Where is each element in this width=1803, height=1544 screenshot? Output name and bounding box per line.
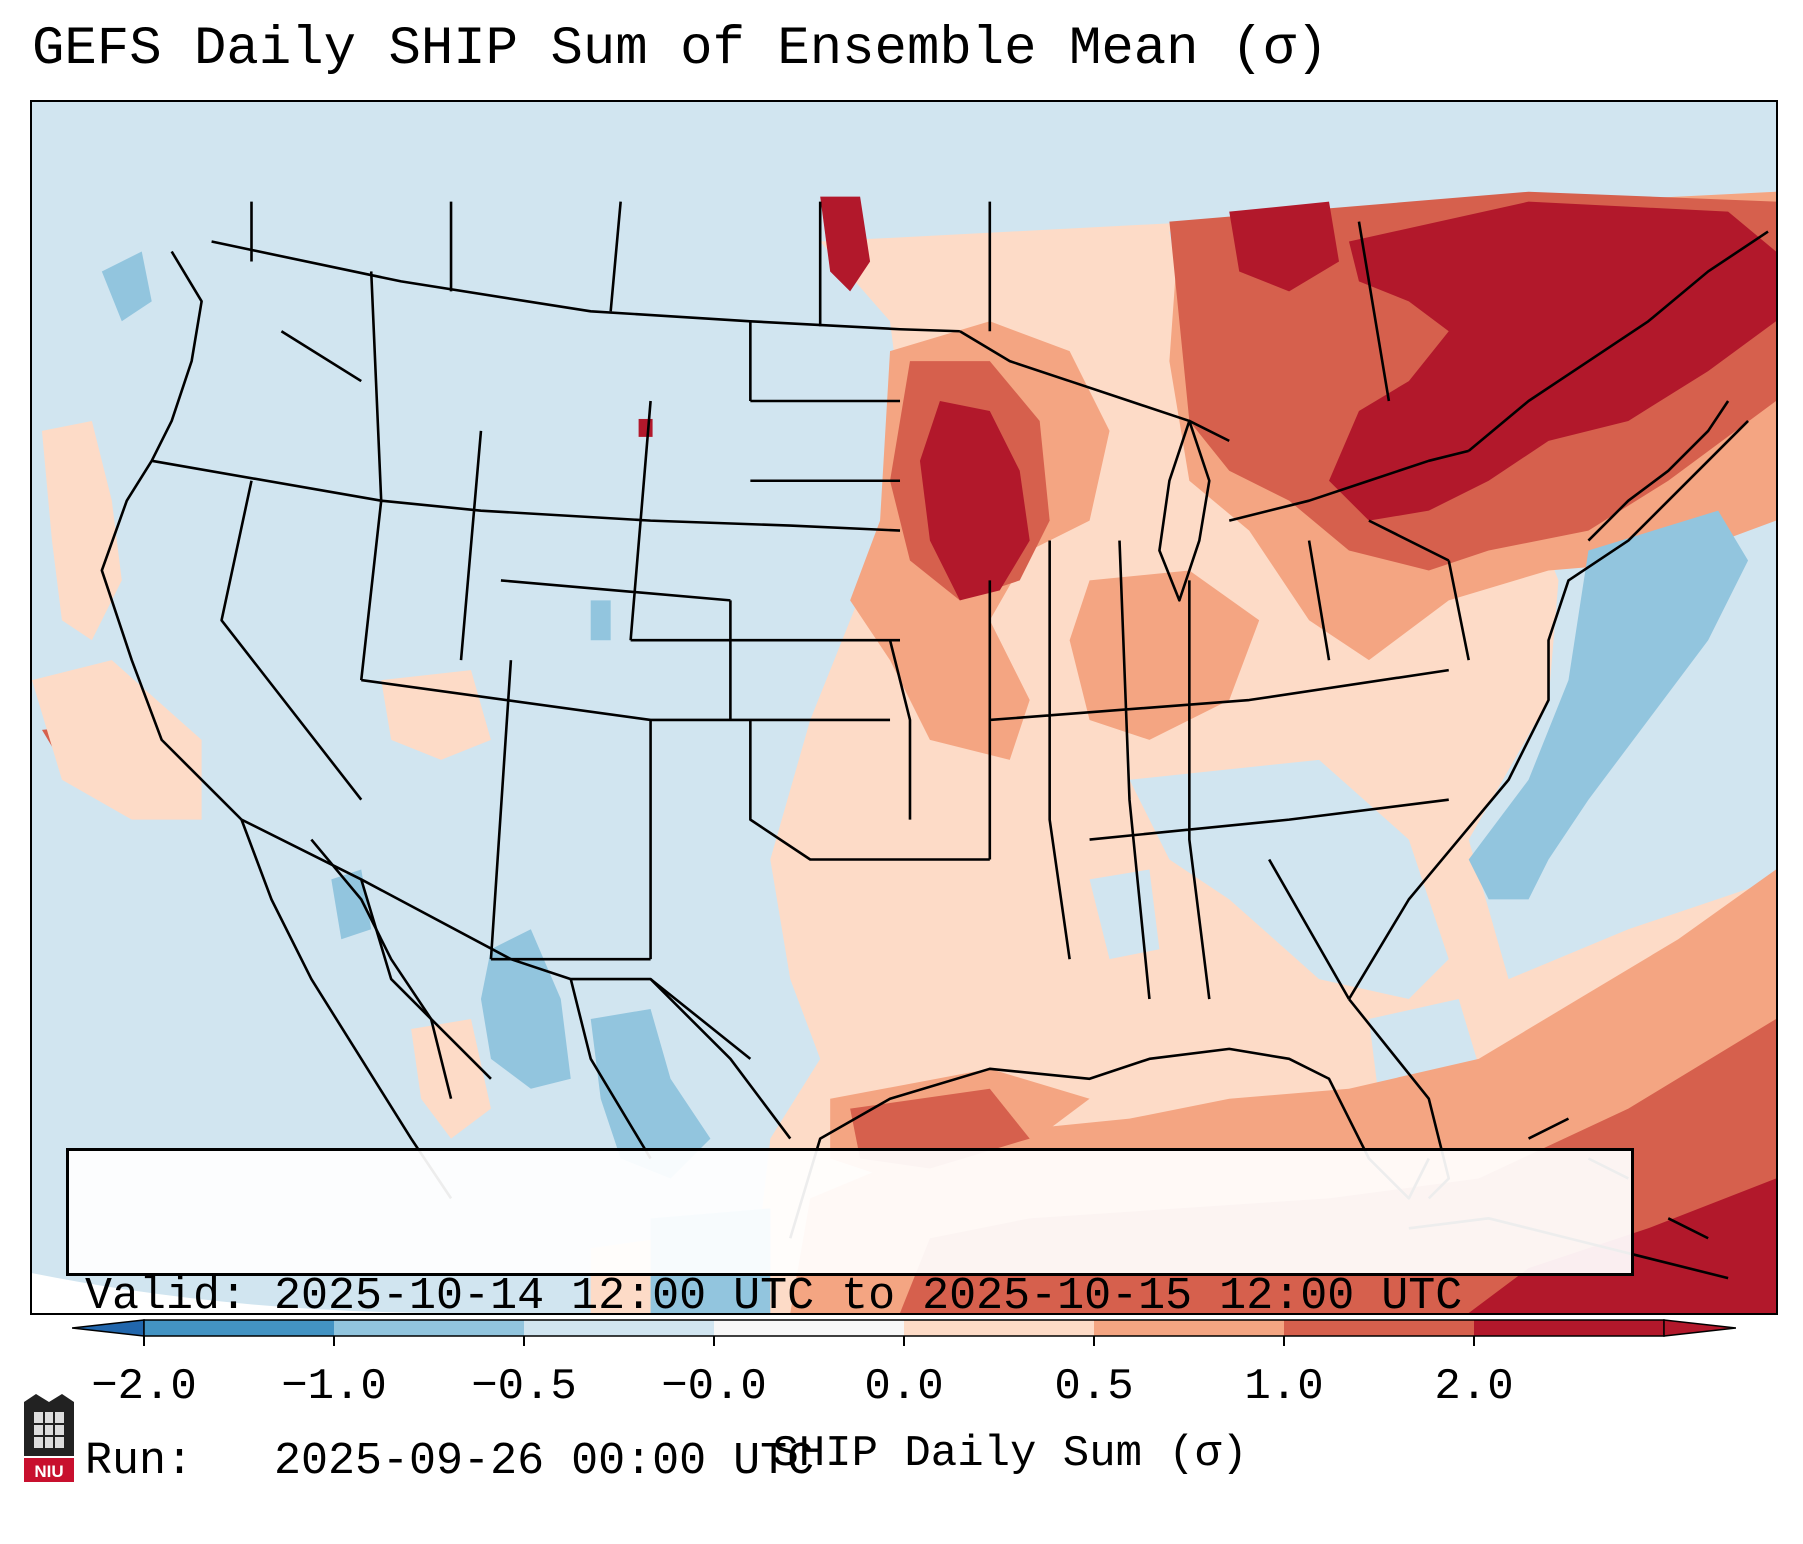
colorbar-extend-high: [1663, 1319, 1736, 1337]
saint-lawrence: [1467, 230, 1769, 452]
anomaly-pale-red: [411, 1018, 491, 1139]
political-boundaries: [100, 201, 1769, 1280]
colorbar-label: SHIP Daily Sum (σ): [772, 1429, 1248, 1479]
great-lakes: [959, 330, 1230, 443]
niu-logo-grid: [34, 1412, 64, 1448]
colorbar-segment: [1094, 1320, 1285, 1336]
state-lines-east: [988, 519, 1470, 1000]
anomaly-blue: [101, 251, 152, 322]
colorbar-tick-label: −1.0: [281, 1362, 387, 1412]
anomaly-dark-red: [638, 418, 653, 437]
projection-edge: [32, 1273, 452, 1313]
east-coastline: [1347, 420, 1749, 1000]
colorbar-tick-label: −2.0: [91, 1362, 197, 1412]
colorbar-segments: [143, 1319, 1665, 1337]
map-canvas: [32, 102, 1776, 1313]
anomaly-pale-red: [32, 660, 202, 820]
lake-erie-ontario: [1228, 449, 1470, 522]
run-time-text: Run: 2025-09-26 00:00 UTC: [85, 1436, 815, 1487]
anomaly-dark-red: [1329, 201, 1776, 521]
anomaly-blue: [1468, 510, 1749, 900]
colorbar-tick-label: 2.0: [1434, 1362, 1514, 1412]
colorbar-segment: [714, 1320, 905, 1336]
colorbar-tick-label: 0.5: [1054, 1362, 1134, 1412]
niu-logo-text: NIU: [34, 1462, 63, 1481]
mexico-states: [360, 879, 752, 1160]
anomaly-pale-red: [41, 420, 122, 641]
page-title: GEFS Daily SHIP Sum of Ensemble Mean (σ): [32, 19, 1329, 80]
colorbar-tick-label: 1.0: [1244, 1362, 1324, 1412]
valid-time-text: Valid: 2025-10-14 12:00 UTC to 2025-10-1…: [85, 1271, 1463, 1322]
new-england: [1587, 400, 1730, 542]
colorbar-tick-label: −0.5: [471, 1362, 577, 1412]
gulf-california-coast: [310, 838, 453, 1100]
colorbar-ticks: [143, 1336, 1475, 1346]
colorbar: [72, 1319, 1736, 1346]
niu-logo-banner: [24, 1458, 74, 1482]
canada-us-border: [211, 240, 960, 333]
colorbar-extend-low: [72, 1319, 145, 1337]
west-coastline: [100, 250, 243, 821]
colorbar-segment: [1284, 1320, 1475, 1336]
colorbar-segment: [904, 1320, 1095, 1336]
validity-info-box: Valid: 2025-10-14 12:00 UTC to 2025-10-1…: [66, 1148, 1634, 1487]
anomaly-dark-red: [1229, 201, 1340, 292]
colorbar-segment: [1474, 1320, 1665, 1336]
anomaly-blue: [480, 929, 571, 1089]
anomaly-orange: [1069, 570, 1260, 740]
map-panel: [30, 100, 1778, 1315]
canada-province-lines: [250, 201, 1391, 402]
anomaly-blue: [331, 869, 372, 940]
colorbar-segment: [524, 1320, 715, 1336]
niu-logo-window: [34, 1412, 64, 1448]
lake-michigan: [1158, 419, 1211, 602]
state-lines-west: [151, 271, 901, 961]
anomaly-dark-red: [820, 196, 871, 292]
anomaly-light-blue: [1129, 759, 1449, 1000]
colorbar-tick-label: −0.0: [661, 1362, 767, 1412]
state-lines-central: [729, 321, 990, 861]
colorbar-tick-label: 0.0: [864, 1362, 944, 1412]
anomaly-blue: [590, 600, 611, 641]
anomaly-dark-red: [919, 401, 1030, 601]
colorbar-segment: [334, 1320, 525, 1336]
anomaly-pale-red: [381, 670, 491, 760]
niu-logo: NIU: [24, 1394, 74, 1482]
anomaly-blue: [590, 1009, 711, 1179]
colorbar-segment: [144, 1320, 335, 1336]
